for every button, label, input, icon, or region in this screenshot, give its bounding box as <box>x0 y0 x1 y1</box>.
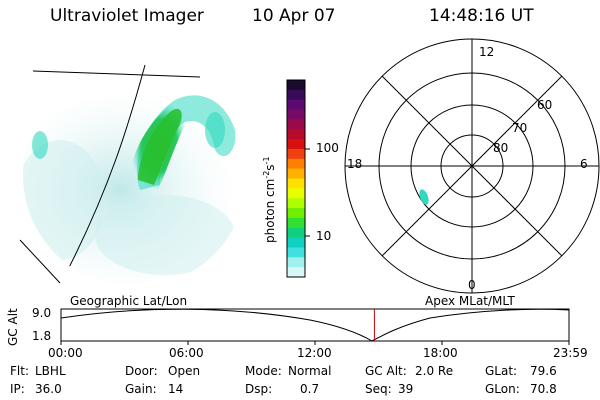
color-bar-segment <box>287 198 305 209</box>
lat-label-80: 80 <box>493 141 509 155</box>
color-bar-segment <box>287 267 305 278</box>
image-time: 14:48:16 UT <box>429 6 534 26</box>
polar-mlt-plot <box>344 38 600 294</box>
mlt-label-18: 18 <box>347 157 363 171</box>
color-bar-segment <box>287 80 305 91</box>
xtick-0000: 00:00 <box>48 346 83 360</box>
glat-label: GLat: <box>485 364 518 378</box>
flt-label: Flt: <box>10 364 29 378</box>
instrument-title: Ultraviolet Imager <box>50 6 204 26</box>
dsp-value: 0.7 <box>300 382 320 396</box>
aurora-core <box>138 108 182 185</box>
door-value: Open <box>168 364 201 378</box>
xtick-1800: 18:00 <box>423 346 458 360</box>
flt-value: LBHL <box>35 364 66 378</box>
gain-value: 14 <box>168 382 184 396</box>
glon-label: GLon: <box>485 382 520 396</box>
glon-value: 70.8 <box>530 382 557 396</box>
gain-label: Gain: <box>125 382 157 396</box>
xtick-0600: 06:00 <box>169 346 204 360</box>
color-bar-segment <box>287 227 305 239</box>
dayglow-left <box>23 140 105 260</box>
color-bar-segment <box>287 119 305 130</box>
seq-label: Seq: <box>365 382 392 396</box>
color-bar-segment <box>287 109 305 120</box>
image-date: 10 Apr 07 <box>252 6 336 26</box>
color-bar-segment <box>287 178 305 189</box>
gcalt-value: 2.0 Re <box>415 364 454 378</box>
aurora-spot-right <box>205 112 225 148</box>
xtick-2359: 23:59 <box>553 346 588 360</box>
apex-label: Apex MLat/MLT <box>425 294 515 308</box>
gcalt-label: GC Alt: <box>365 364 407 378</box>
color-bar-segment <box>287 208 305 219</box>
geographic-label: Geographic Lat/Lon <box>70 294 188 308</box>
color-bar-segment <box>287 158 305 170</box>
color-bar-segment <box>287 139 305 150</box>
xtick-1200: 12:00 <box>297 346 332 360</box>
color-bar <box>287 80 305 278</box>
color-bar-segment <box>287 148 305 160</box>
terminator-line <box>59 64 146 286</box>
earth-disk-image <box>23 63 247 287</box>
mlt-label-0: 0 <box>468 278 476 292</box>
color-bar-segment <box>287 237 305 249</box>
horizon-line-top <box>32 70 201 78</box>
color-bar-segment <box>287 99 305 111</box>
polar-aurora-spot <box>419 189 429 205</box>
color-bar-segment <box>287 168 305 180</box>
horizon-line-left <box>19 239 61 284</box>
lat-label-60: 60 <box>537 98 553 112</box>
altitude-plot-frame <box>60 308 570 342</box>
mode-label: Mode: <box>245 364 282 378</box>
dayglow-bottom <box>95 195 235 275</box>
door-label: Door: <box>125 364 158 378</box>
seq-value: 39 <box>398 382 414 396</box>
color-bar-segment <box>287 188 305 199</box>
mode-value: Normal <box>288 364 332 378</box>
mlt-label-6: 6 <box>580 157 588 171</box>
color-bar-segment <box>287 247 305 258</box>
altitude-ylabel: GC Alt <box>6 308 20 346</box>
color-bar-label-100: 100 <box>316 141 339 155</box>
polar-diagonal-2 <box>381 75 563 257</box>
glat-value: 79.6 <box>530 364 557 378</box>
color-bar-label-10: 10 <box>316 229 332 243</box>
altitude-xticks <box>60 341 570 345</box>
dsp-label: Dsp: <box>245 382 273 396</box>
altitude-ymin: 1.8 <box>32 329 52 343</box>
color-bar-unit: photon cm-2s-1 <box>262 156 277 243</box>
color-bar-segment <box>287 129 305 140</box>
mlt-label-12: 12 <box>479 45 495 59</box>
color-bar-segment <box>287 217 305 229</box>
color-bar-frame <box>286 79 306 278</box>
color-bar-segment <box>287 257 305 268</box>
lat-label-70: 70 <box>512 121 528 135</box>
color-bar-segment <box>287 89 305 101</box>
altitude-ymax: 9.0 <box>32 306 52 320</box>
ip-value: 36.0 <box>35 382 62 396</box>
ip-label: IP: <box>10 382 25 396</box>
altitude-curve <box>60 308 570 342</box>
aurora-spot-left <box>32 131 48 159</box>
